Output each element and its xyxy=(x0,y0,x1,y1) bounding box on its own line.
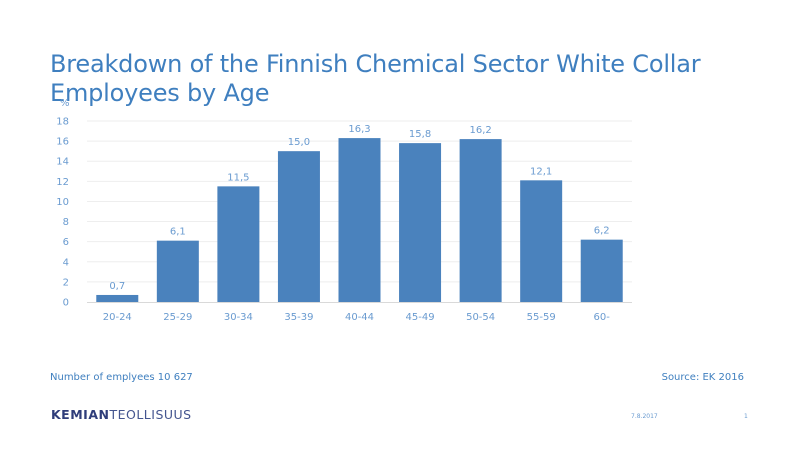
employee-count-note: Number of emplyees 10 627 xyxy=(50,372,193,383)
value-label: 0,7 xyxy=(109,281,125,292)
x-tick-label: 35-39 xyxy=(284,312,313,323)
x-tick-label: 20-24 xyxy=(103,312,132,323)
value-label: 15,0 xyxy=(288,137,310,148)
value-label: 11,5 xyxy=(227,172,249,183)
bars xyxy=(96,138,623,302)
value-label: 16,2 xyxy=(469,125,491,136)
data-labels: 0,7 6,1 11,5 15,0 16,3 15,8 16,2 12,1 6,2 xyxy=(109,124,609,292)
company-logo: KEMIANTEOLLISUUS xyxy=(51,407,192,422)
bar-45-49 xyxy=(399,143,442,302)
y-tick-label: 4 xyxy=(63,257,69,268)
bar-60- xyxy=(580,239,623,302)
value-label: 12,1 xyxy=(530,166,552,177)
x-tick-label: 45-49 xyxy=(406,312,435,323)
y-tick-label: 2 xyxy=(63,277,69,288)
source-note: Source: EK 2016 xyxy=(661,372,744,383)
y-tick-label: 12 xyxy=(56,177,69,188)
y-axis-label: % xyxy=(60,98,70,109)
x-tick-label: 50-54 xyxy=(466,312,495,323)
y-tick-label: 16 xyxy=(56,137,69,148)
x-tick-label: 25-29 xyxy=(163,312,192,323)
y-tick-label: 0 xyxy=(63,298,69,309)
bar-55-59 xyxy=(520,180,563,302)
bar-35-39 xyxy=(277,151,320,302)
logo-light-text: TEOLLISUUS xyxy=(109,407,192,422)
bar-20-24 xyxy=(96,294,139,302)
page-title: Breakdown of the Finnish Chemical Sector… xyxy=(50,50,701,107)
x-axis-ticks: 20-24 25-29 30-34 35-39 40-44 45-49 50-54 55-59… xyxy=(103,312,611,323)
value-label: 6,2 xyxy=(594,226,610,237)
y-tick-label: 10 xyxy=(56,197,69,208)
y-tick-label: 6 xyxy=(63,237,69,248)
bar-30-34 xyxy=(217,186,260,302)
y-axis-ticks: 0 2 4 6 8 10 12 14 16 18 xyxy=(56,117,69,309)
slide-date: 7.8.2017 xyxy=(631,413,658,420)
y-tick-label: 14 xyxy=(56,157,69,168)
page-number: 1 xyxy=(744,413,748,420)
bar-25-29 xyxy=(156,240,199,302)
x-tick-label: 60- xyxy=(594,312,611,323)
y-tick-label: 8 xyxy=(63,217,69,228)
x-tick-label: 40-44 xyxy=(345,312,374,323)
x-tick-label: 30-34 xyxy=(224,312,253,323)
y-tick-label: 18 xyxy=(56,117,69,128)
logo-bold-text: KEMIAN xyxy=(51,407,110,422)
bar-50-54 xyxy=(459,139,502,302)
value-label: 16,3 xyxy=(348,124,370,135)
x-tick-label: 55-59 xyxy=(527,312,556,323)
value-label: 15,8 xyxy=(409,129,431,140)
bar-40-44 xyxy=(338,138,381,302)
value-label: 6,1 xyxy=(170,227,186,238)
